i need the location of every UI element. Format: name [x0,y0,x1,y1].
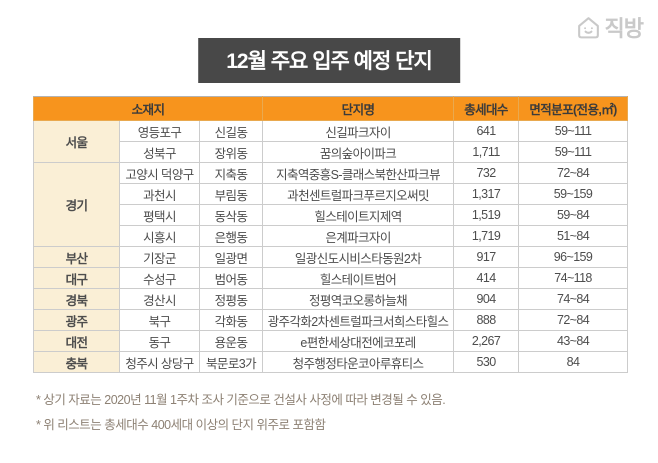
region-cell: 서울 [33,120,120,163]
table-row: 충북 청주시 상당구 북문로3가 청주행정타운코아루휴티스 530 84 [33,351,629,373]
households-cell: 1,519 [453,204,520,226]
complex-name-cell: 정평역코오롱하늘채 [262,288,455,310]
region-cell: 광주 [33,309,120,331]
district-cell: 성북구 [119,141,200,163]
footnote-line: * 위 리스트는 총세대수 400세대 이상의 단지 위주로 포함함 [36,418,326,432]
district-cell: 경산시 [119,288,200,310]
area-cell: 96~159 [518,246,629,268]
dong-cell: 신길동 [198,120,264,142]
district-cell: 고양시 덕양구 [119,162,200,184]
house-icon [575,14,602,41]
page-title: 12월 주요 입주 예정 단지 [198,38,460,83]
district-cell: 과천시 [119,183,200,205]
area-cell: 59~111 [518,120,629,142]
complex-name-cell: 꿈의숲아이파크 [262,141,455,163]
dong-cell: 각화동 [198,309,264,331]
footnote-line: * 상기 자료는 2020년 11월 1주차 조사 기준으로 건설사 사정에 따… [36,393,446,407]
district-cell: 영등포구 [119,120,200,142]
dong-cell: 북문로3가 [198,351,264,373]
table-row: 대전 동구 용운동 e편한세상대전에코포레 2,267 43~84 [33,330,629,352]
area-cell: 51~84 [518,225,629,247]
table-row: 성북구 장위동 꿈의숲아이파크 1,711 59~111 [34,141,629,163]
dong-cell: 부림동 [198,183,264,205]
complex-name-cell: 힐스테이트범어 [262,267,455,289]
table-row: 과천시 부림동 과천센트럴파크푸르지오써밋 1,317 59~159 [34,183,629,205]
complex-name-cell: 청주행정타운코아루휴티스 [262,351,455,373]
district-cell: 시흥시 [119,225,200,247]
households-cell: 414 [453,267,520,289]
area-cell: 74~118 [518,267,629,289]
table-row: 부산 기장군 일광면 일광신도시비스타동원2차 917 96~159 [33,246,629,268]
households-cell: 1,719 [453,225,520,247]
area-cell: 59~111 [518,141,629,163]
dong-cell: 동삭동 [198,204,264,226]
column-header-area: 면적분포(전용,㎡) [518,96,629,121]
region-cell: 충북 [33,351,120,373]
footnotes: * 상기 자료는 2020년 11월 1주차 조사 기준으로 건설사 사정에 따… [36,388,446,438]
district-cell: 수성구 [119,267,200,289]
district-cell: 북구 [119,309,200,331]
complex-name-cell: 힐스테이트지제역 [262,204,455,226]
district-cell: 기장군 [119,246,200,268]
brand-name: 직방 [604,16,644,41]
district-cell: 평택시 [119,204,200,226]
region-cell: 대구 [33,267,120,289]
complex-name-cell: 은계파크자이 [262,225,455,247]
dong-cell: 정평동 [198,288,264,310]
area-cell: 74~84 [518,288,629,310]
households-cell: 888 [453,309,520,331]
column-header-location: 소재지 [32,96,264,121]
district-cell: 동구 [119,330,200,352]
column-header-households: 총세대수 [453,96,520,121]
dong-cell: 일광면 [198,246,264,268]
table-row: 대구 수성구 범어동 힐스테이트범어 414 74~118 [33,267,629,289]
households-cell: 1,711 [453,141,520,163]
table-row: 경기 고양시 덕양구 지축동 지축역중흥S-클래스북한산파크뷰 732 72~8… [33,162,629,247]
households-cell: 641 [453,120,520,142]
table-row: 서울 영등포구 신길동 신길파크자이 641 59~111 [33,120,629,163]
households-cell: 2,267 [453,330,520,352]
brand-logo: 직방 [575,11,644,43]
complex-name-cell: 신길파크자이 [262,120,455,142]
move-in-schedule-table: 소재지 단지명 총세대수 면적분포(전용,㎡) 서울 영등포구 신길동 신길파크… [32,96,629,373]
region-cell: 부산 [33,246,120,268]
table-row: 광주 북구 각화동 광주각화2차센트럴파크서희스타힐스 888 72~84 [33,309,629,331]
district-cell: 청주시 상당구 [119,351,200,373]
households-cell: 732 [453,162,520,184]
area-cell: 43~84 [518,330,629,352]
complex-name-cell: 지축역중흥S-클래스북한산파크뷰 [262,162,455,184]
dong-cell: 지축동 [198,162,264,184]
dong-cell: 은행동 [198,225,264,247]
complex-name-cell: e편한세상대전에코포레 [262,330,455,352]
complex-name-cell: 일광신도시비스타동원2차 [262,246,455,268]
households-cell: 904 [453,288,520,310]
table-row: 시흥시 은행동 은계파크자이 1,719 51~84 [34,225,629,247]
area-cell: 59~159 [518,183,629,205]
column-header-complex-name: 단지명 [262,96,455,121]
area-cell: 84 [518,351,629,373]
dong-cell: 장위동 [198,141,264,163]
region-cell: 경북 [33,288,120,310]
complex-name-cell: 광주각화2차센트럴파크서희스타힐스 [262,309,455,331]
table-row: 평택시 동삭동 힐스테이트지제역 1,519 59~84 [34,204,629,226]
dong-cell: 용운동 [198,330,264,352]
table-header-row: 소재지 단지명 총세대수 면적분포(전용,㎡) [32,96,629,121]
households-cell: 917 [453,246,520,268]
complex-name-cell: 과천센트럴파크푸르지오써밋 [262,183,455,205]
area-cell: 72~84 [518,309,629,331]
dong-cell: 범어동 [198,267,264,289]
households-cell: 1,317 [453,183,520,205]
table-row: 경북 경산시 정평동 정평역코오롱하늘채 904 74~84 [33,288,629,310]
area-cell: 59~84 [518,204,629,226]
area-cell: 72~84 [518,162,629,184]
region-cell: 대전 [33,330,120,352]
region-cell: 경기 [33,162,120,247]
households-cell: 530 [453,351,520,373]
